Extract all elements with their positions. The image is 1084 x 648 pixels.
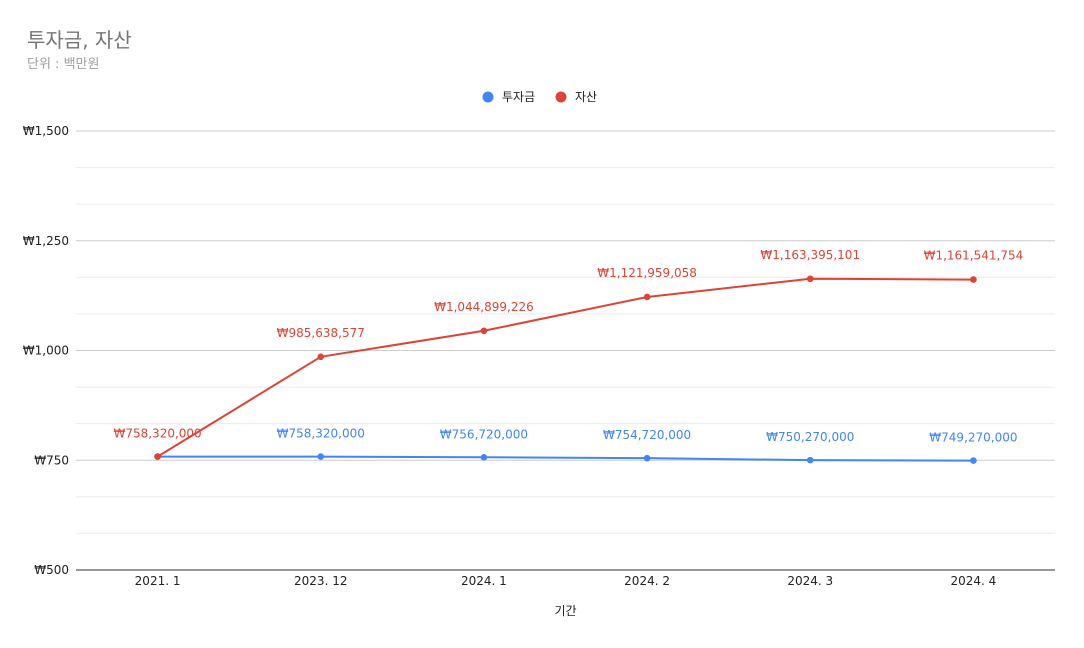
x-tick-label: 2024. 3 [787,574,833,588]
data-label: ₩758,320,000 [277,427,365,441]
x-tick-label: 2024. 1 [461,574,507,588]
legend-label: 자산 [575,90,597,104]
data-label: ₩1,121,959,058 [597,266,697,280]
data-label: ₩749,270,000 [929,431,1017,445]
data-label: ₩754,720,000 [603,428,691,442]
chart-title: 투자금, 자산 [27,28,132,52]
y-tick-label: ₩1,500 [23,124,69,138]
x-tick-label: 2021. 1 [135,574,181,588]
data-label: ₩1,044,899,226 [434,300,534,314]
data-label: ₩1,161,541,754 [924,249,1024,263]
series-line [157,277,974,458]
y-tick-label: ₩750 [34,453,69,467]
data-point [970,457,977,464]
y-tick-label: ₩1,250 [23,234,69,248]
legend-marker [555,91,567,103]
series-line [157,455,974,462]
x-tick-label: 2023. 12 [294,574,347,588]
data-label: ₩758,320,000 [113,427,201,441]
data-point [970,276,977,283]
data-point [643,293,651,301]
legend-marker [482,91,494,103]
x-tick-label: 2024. 2 [624,574,670,588]
x-axis-title: 기간 [554,604,576,618]
legend-label: 투자금 [502,90,535,104]
data-point [154,453,161,460]
data-label: ₩756,720,000 [440,427,528,441]
data-point [317,353,325,361]
data-point [806,456,814,464]
y-tick-label: ₩1,000 [23,344,69,358]
data-point [643,454,651,462]
data-label: ₩1,163,395,101 [760,248,860,262]
data-label: ₩985,638,577 [277,326,365,340]
x-tick-label: 2024. 4 [951,574,997,588]
y-tick-label: ₩500 [34,563,69,577]
data-label: ₩750,270,000 [766,430,854,444]
data-point [806,275,814,283]
data-point [317,453,325,460]
data-point [480,453,488,461]
data-point [480,327,488,335]
chart-subtitle: 단위 : 백만원 [27,57,100,72]
